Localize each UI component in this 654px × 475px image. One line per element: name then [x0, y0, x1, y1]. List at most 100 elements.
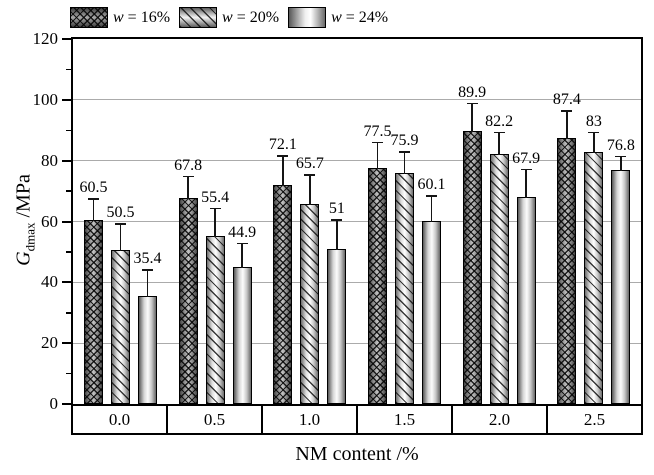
error-bar-cap: [304, 174, 316, 176]
crosshatch-pattern-swatch: [70, 7, 108, 28]
error-bar-cap: [399, 151, 410, 153]
error-bar-cap: [615, 155, 627, 158]
y-tick-label: 100: [32, 89, 59, 109]
error-bar-cap: [493, 131, 505, 134]
value-label: 76.8: [606, 136, 635, 154]
error-bar-cap: [142, 269, 153, 271]
bar-w20-1.5: [395, 173, 414, 404]
gridline: [73, 221, 641, 222]
y-major-tick: [62, 281, 71, 284]
error-bar-line: [187, 176, 189, 199]
legend-item: w = 20%: [179, 7, 279, 28]
legend-label: w = 20%: [222, 8, 280, 26]
error-bar-line: [525, 169, 527, 199]
category-cell: 2.5: [546, 406, 641, 433]
value-label: 72.1: [268, 136, 297, 154]
value-label: 50.5: [106, 204, 135, 222]
bar-w20-1.0: [300, 204, 320, 404]
y-tick-label: 0: [49, 394, 59, 413]
y-major-tick: [62, 98, 71, 101]
value-label: 35.4: [133, 250, 162, 268]
x-axis-title: NM content /%: [295, 443, 419, 465]
y-major-tick: [62, 220, 71, 223]
error-bar-line: [376, 142, 379, 170]
y-axis-subscript: dmax: [22, 222, 38, 252]
y-axis-symbol: G: [12, 251, 35, 266]
bar-w24-2.5: [611, 170, 631, 404]
error-bar-cap: [588, 131, 600, 134]
error-bar-line: [471, 103, 473, 132]
legend-label: w = 16%: [113, 8, 171, 26]
bar-w16-2.5: [557, 138, 577, 404]
value-label: 77.5: [363, 122, 392, 140]
error-bar-line: [214, 208, 216, 237]
error-bar-line: [403, 151, 406, 175]
bar-w24-1.5: [422, 221, 441, 404]
value-label: 75.9: [390, 132, 419, 150]
error-bar-line: [282, 155, 284, 186]
error-bar-line: [146, 269, 149, 298]
error-bar-line: [92, 198, 95, 221]
error-bar-line: [336, 219, 338, 250]
value-label: 65.7: [295, 155, 324, 173]
error-bar-cap: [372, 141, 383, 144]
error-bar-line: [241, 243, 243, 269]
category-cell: 0.0: [108, 409, 131, 429]
bar-w20-0.0: [111, 250, 130, 404]
legend: w = 16% w = 20% w = 24%: [70, 7, 388, 28]
error-bar-cap: [277, 155, 289, 157]
bar-w24-0.5: [232, 267, 252, 404]
error-bar-line: [498, 132, 500, 155]
bar-w24-0.0: [138, 296, 157, 404]
gridline: [73, 160, 641, 162]
y-axis-unit: /MPa: [12, 174, 35, 223]
diagonal-pattern-swatch: [179, 7, 218, 28]
legend-label: w = 24%: [331, 8, 389, 26]
error-bar-cap: [209, 207, 221, 210]
error-bar-line: [593, 132, 595, 153]
bar-w24-1.0: [327, 248, 347, 404]
value-label: 60.5: [79, 179, 108, 197]
legend-item: w = 16%: [70, 7, 170, 28]
bar-w16-0.5: [178, 197, 198, 404]
bar-w16-1.0: [273, 184, 293, 404]
category-cell: 0.5: [166, 406, 261, 433]
error-bar-line: [620, 156, 622, 172]
error-bar-cap: [115, 223, 126, 225]
x-axis-category-row: 0.0 0.5 1.0 1.5 2.0 2.5: [71, 404, 643, 435]
error-bar-cap: [520, 168, 532, 171]
y-major-tick: [62, 159, 71, 162]
cylinder-pattern-swatch: [288, 7, 327, 28]
value-label: 60.1: [417, 176, 446, 194]
error-bar-line: [566, 110, 568, 140]
value-label: 83: [585, 112, 602, 130]
y-tick-label: 80: [41, 150, 58, 170]
value-label: 67.8: [174, 156, 203, 174]
y-tick-label: 120: [32, 29, 59, 48]
gridline: [73, 99, 641, 101]
error-bar-cap: [236, 242, 248, 245]
error-bar-cap: [88, 198, 99, 200]
y-major-tick: [62, 342, 71, 345]
value-label: 87.4: [552, 91, 581, 109]
bar-w20-2.5: [584, 151, 604, 404]
y-major-tick: [62, 403, 71, 405]
bar-w20-2.0: [489, 153, 509, 404]
error-bar-cap: [331, 219, 343, 221]
error-bar-line: [309, 174, 311, 206]
category-cell: 1.0: [261, 406, 356, 433]
value-label: 67.9: [512, 149, 541, 167]
error-bar-line: [430, 195, 433, 223]
plot-area: 60.5 67.8 72.1 77.5 89.9 87.4 50.5 55.4 65.7 75.9…: [71, 37, 643, 406]
y-tick-label: 40: [41, 272, 58, 292]
gridline: [73, 281, 641, 283]
y-axis-title: Gdmax /MPa: [12, 174, 38, 266]
category-cell: 2.0: [451, 406, 546, 433]
error-bar-cap: [182, 175, 194, 178]
error-bar-line: [119, 223, 122, 252]
error-bar-cap: [466, 102, 478, 105]
legend-item: w = 24%: [288, 7, 388, 28]
bar-w24-2.0: [516, 197, 536, 404]
category-cell: 1.5: [356, 406, 451, 433]
